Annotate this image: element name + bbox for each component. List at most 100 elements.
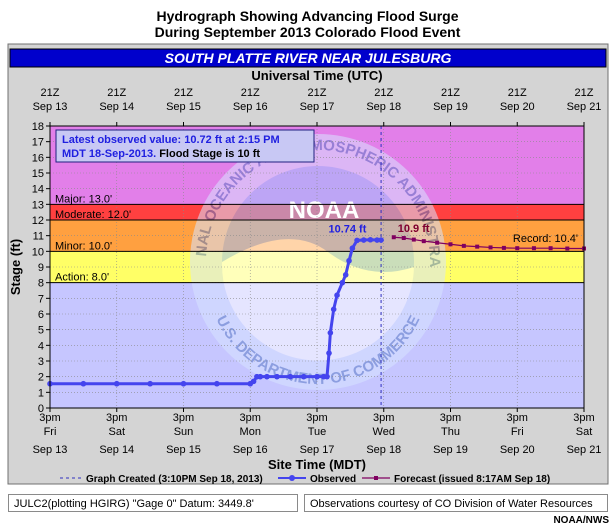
y-tick-label: 8 bbox=[38, 278, 44, 290]
bottom-tick-label-date: Sep 17 bbox=[300, 444, 335, 456]
legend-observed-marker bbox=[289, 475, 295, 481]
forecast-point bbox=[461, 243, 466, 248]
bottom-tick-label-hour: 3pm bbox=[106, 412, 127, 424]
site-banner-text: SOUTH PLATTE RIVER NEAR JULESBURG bbox=[165, 50, 452, 66]
bottom-tick-label-date: Sep 19 bbox=[433, 444, 468, 456]
top-tick-label-date: Sep 13 bbox=[33, 101, 68, 113]
observed-point bbox=[147, 380, 153, 387]
y-axis-label: Stage (ft) bbox=[8, 239, 23, 295]
observed-point bbox=[274, 373, 280, 380]
observed-point bbox=[327, 330, 334, 336]
top-tick-label-date: Sep 20 bbox=[500, 101, 535, 113]
forecast-point bbox=[531, 246, 536, 251]
x-axis-label: Site Time (MDT) bbox=[268, 457, 366, 472]
bottom-tick-label-day: Mon bbox=[240, 426, 261, 438]
observed-point bbox=[367, 236, 374, 243]
gage-datum-note: JULC2(plotting HGIRG) "Gage 0" Datum: 34… bbox=[8, 494, 298, 512]
y-tick-label: 17 bbox=[32, 137, 44, 149]
threshold-label-minor: Minor: 10.0' bbox=[55, 240, 112, 252]
threshold-label-action: Action: 8.0' bbox=[55, 272, 109, 284]
observed-point bbox=[378, 237, 384, 243]
bottom-tick-label-hour: 3pm bbox=[373, 412, 394, 424]
observed-point bbox=[314, 373, 320, 380]
bottom-tick-label-day: Wed bbox=[373, 426, 395, 438]
forecast-point bbox=[421, 239, 426, 244]
bottom-tick-label-date: Sep 16 bbox=[233, 444, 268, 456]
bottom-tick-label-hour: 3pm bbox=[440, 412, 461, 424]
y-tick-label: 11 bbox=[33, 231, 44, 243]
bottom-tick-label-hour: 3pm bbox=[306, 412, 327, 424]
top-tick-label-hour: 21Z bbox=[308, 87, 327, 99]
y-tick-label: 9 bbox=[38, 262, 44, 274]
top-tick-label-date: Sep 18 bbox=[366, 101, 401, 113]
top-tick-label-date: Sep 21 bbox=[567, 101, 602, 113]
y-tick-label: 10 bbox=[32, 246, 44, 258]
y-tick-label: 1 bbox=[38, 387, 44, 399]
forecast-point bbox=[411, 237, 416, 242]
observed-point bbox=[257, 373, 264, 380]
bottom-tick-label-day: Sat bbox=[108, 426, 125, 438]
top-tick-label-hour: 21Z bbox=[575, 87, 594, 99]
bottom-tick-label-date: Sep 18 bbox=[366, 444, 401, 456]
observed-point bbox=[250, 378, 257, 385]
y-tick-label: 18 bbox=[32, 121, 44, 133]
y-tick-label: 5 bbox=[38, 325, 44, 337]
observed-point bbox=[374, 237, 380, 243]
forecast-point bbox=[435, 240, 440, 245]
top-tick-label-hour: 21Z bbox=[41, 87, 60, 99]
bottom-tick-label-hour: 3pm bbox=[507, 412, 528, 424]
bottom-tick-label-date: Sep 15 bbox=[166, 444, 201, 456]
top-tick-label-hour: 21Z bbox=[441, 87, 460, 99]
y-tick-label: 13 bbox=[32, 199, 44, 211]
observed-point bbox=[349, 245, 356, 251]
bottom-tick-label-day: Fri bbox=[44, 426, 57, 438]
observed-peak-label: 10.74 ft bbox=[328, 224, 366, 236]
legend-observed-label: Observed bbox=[310, 474, 356, 485]
top-axis-label: Universal Time (UTC) bbox=[251, 68, 382, 83]
threshold-label-major: Major: 13.0' bbox=[55, 193, 112, 205]
observed-point bbox=[334, 292, 340, 299]
observed-point bbox=[300, 373, 307, 380]
bottom-tick-label-day: Thu bbox=[441, 426, 460, 438]
observed-point bbox=[326, 350, 332, 356]
y-tick-label: 12 bbox=[32, 215, 44, 227]
observed-point bbox=[330, 306, 337, 313]
latest-value-line2: MDT 18-Sep-2013. Flood Stage is 10 ft bbox=[62, 148, 260, 160]
top-tick-label-date: Sep 17 bbox=[300, 101, 335, 113]
top-tick-label-hour: 21Z bbox=[241, 87, 260, 99]
site-banner bbox=[9, 48, 607, 68]
y-tick-label: 6 bbox=[38, 309, 44, 321]
bottom-tick-label-hour: 3pm bbox=[240, 412, 261, 424]
latest-value-date: MDT 18-Sep-2013. bbox=[62, 148, 156, 160]
legend-forecast-label: Forecast (issued 8:17AM Sep 18) bbox=[394, 474, 550, 485]
forecast-point bbox=[501, 245, 506, 250]
bottom-tick-label-date: Sep 21 bbox=[567, 444, 602, 456]
latest-value-box bbox=[55, 129, 315, 163]
observed-point bbox=[214, 380, 220, 387]
latest-value-line1: Latest observed value: 10.72 ft at 2:15 … bbox=[62, 134, 280, 146]
forecast-peak-label: 10.9 ft bbox=[398, 223, 430, 235]
bottom-tick-label-hour: 3pm bbox=[573, 412, 594, 424]
observed-point bbox=[80, 380, 87, 387]
observed-point bbox=[346, 257, 352, 264]
bottom-tick-label-hour: 3pm bbox=[39, 412, 60, 424]
chart-title-line2: During September 2013 Colorado Flood Eve… bbox=[154, 24, 461, 40]
observed-point bbox=[339, 279, 346, 286]
forecast-point bbox=[565, 246, 570, 251]
bottom-tick-label-day: Sun bbox=[174, 426, 194, 438]
y-tick-label: 0 bbox=[38, 403, 44, 415]
observed-point bbox=[287, 373, 294, 380]
observed-point bbox=[113, 380, 120, 387]
bottom-tick-label-date: Sep 20 bbox=[500, 444, 535, 456]
bottom-tick-label-date: Sep 13 bbox=[33, 444, 68, 456]
noaa-nws-credit: NOAA/NWS bbox=[553, 515, 609, 526]
flood-stage-note: Flood Stage is 10 ft bbox=[156, 148, 260, 160]
watermark-gull bbox=[221, 239, 414, 361]
y-tick-label: 14 bbox=[32, 184, 44, 196]
top-tick-label-hour: 21Z bbox=[107, 87, 126, 99]
bottom-tick-label-hour: 3pm bbox=[173, 412, 194, 424]
chart-title-line1: Hydrograph Showing Advancing Flood Surge bbox=[156, 8, 459, 24]
bottom-tick-label-date: Sep 14 bbox=[99, 444, 134, 456]
y-tick-label: 15 bbox=[32, 168, 44, 180]
